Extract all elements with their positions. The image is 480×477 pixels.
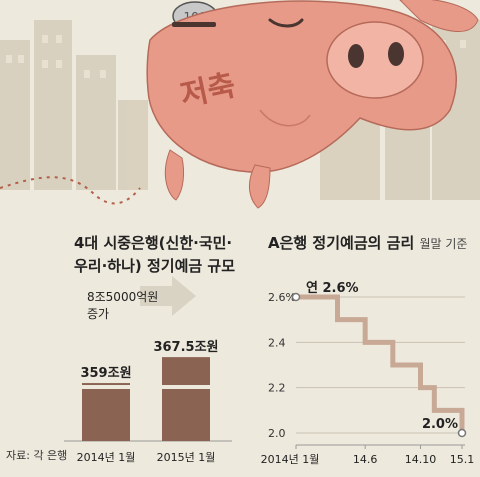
bar-value-label-1: 367.5조원 [153,340,218,355]
left-chart-title-line1: 4대 시중은행(신한·국민· [74,234,233,252]
increase-label-line2: 증가 [87,307,109,321]
bar-category-label-0: 2014년 1월 [77,451,136,464]
bar-category-label-1: 2015년 1월 [157,451,216,464]
bar-break-1 [160,385,212,389]
right-chart-subtitle: 월말 기준 [419,237,468,251]
right-chart-title-text: A은행 정기예금의 금리 [268,234,415,252]
y-tick-label-2: 2.4 [268,336,286,349]
bar-0 [82,383,130,441]
rate-end-annotation: 2.0% [422,417,458,432]
dotted-path [0,176,141,205]
right-chart-title: A은행 정기예금의 금리 월말 기준 [268,232,467,256]
source-note: 자료: 각 은행 [6,449,68,462]
x-tick-label-2: 14.10 [405,453,437,466]
y-tick-label-1: 2.2 [268,382,286,395]
rate-step-line [296,294,465,436]
increase-arrow-icon [140,276,196,316]
left-chart-title: 4대 시중은행(신한·국민· 우리·하나) 정기예금 규모 [74,232,235,278]
x-tick-label-0: 2014년 1월 [261,453,320,466]
bar-value-label-0: 359조원 [80,366,131,381]
bar-break-0 [80,385,132,389]
rate-start-marker [291,292,301,302]
rate-end-marker [457,428,467,438]
x-tick-label-3: 15.1 [450,453,475,466]
bar-1 [162,357,210,441]
increase-label-line1: 8조5000억원 [87,290,158,304]
rate-start-annotation: 연 2.6% [306,281,359,296]
piggy-bank-illustration: 100 저축 [0,0,480,209]
left-chart-title-line2: 우리·하나) 정기예금 규모 [74,257,235,275]
y-tick-label-0: 2.0 [268,427,286,440]
y-tick-label-3: 2.6% [268,291,296,304]
x-tick-label-1: 14.6 [353,453,378,466]
piggy-bank-icon: 저축 [146,0,479,209]
